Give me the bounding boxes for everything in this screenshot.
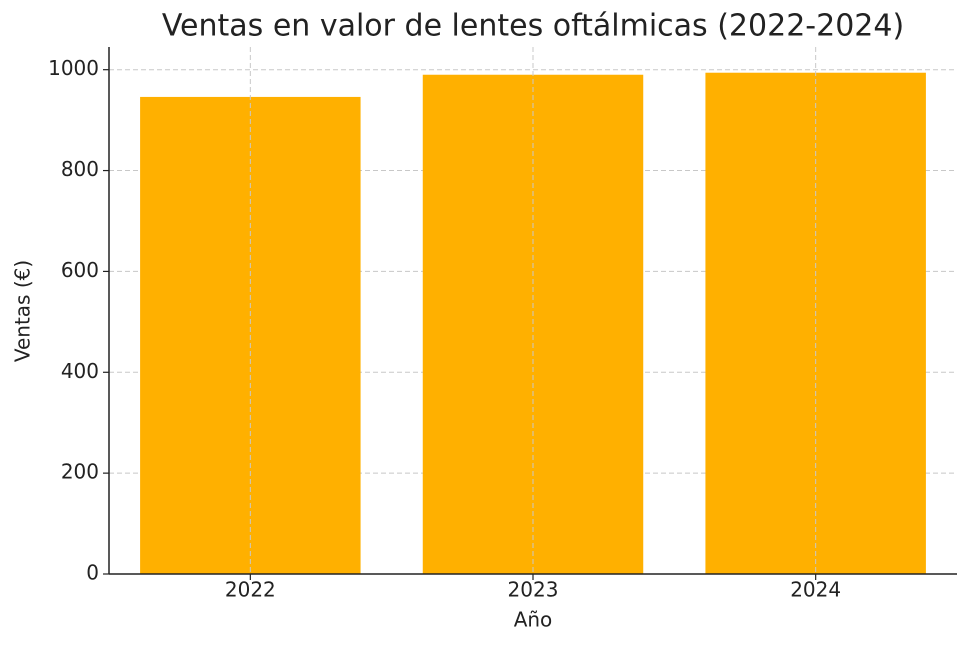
x-tick-label: 2023 [508, 578, 559, 602]
x-tick-label: 2024 [790, 578, 841, 602]
x-tick-label: 2022 [225, 578, 276, 602]
y-tick-label: 1000 [48, 56, 99, 80]
y-tick-label: 800 [61, 157, 99, 181]
y-tick-label: 0 [86, 561, 99, 585]
y-tick-label: 400 [61, 359, 99, 383]
y-axis-label: Ventas (€) [11, 260, 35, 362]
y-tick-label: 200 [61, 460, 99, 484]
y-tick-label: 600 [61, 258, 99, 282]
x-axis-label: Año [514, 608, 553, 632]
chart-title: Ventas en valor de lentes oftálmicas (20… [162, 9, 904, 44]
